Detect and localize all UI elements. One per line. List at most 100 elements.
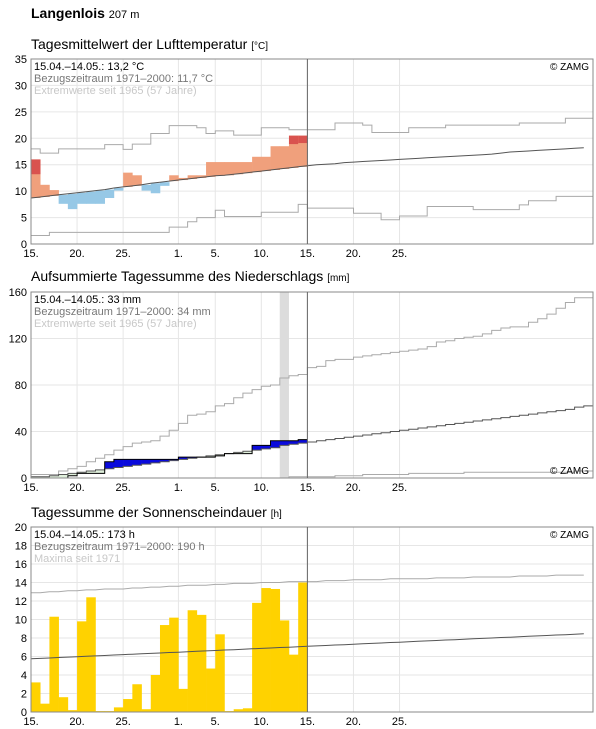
y-tick-label: 10 — [15, 186, 27, 198]
sunshine-unit: [h] — [270, 509, 282, 520]
temperature-anomaly-bar — [49, 190, 59, 196]
temperature-anomaly-bar — [288, 135, 299, 168]
temperature-anomaly-bar — [113, 187, 124, 191]
y-tick-label: 8 — [21, 633, 27, 645]
sunshine-bar — [86, 597, 96, 712]
precipitation-anomaly-bar — [159, 459, 170, 462]
temperature-anomaly-bar — [196, 175, 207, 178]
precipitation-min-line — [31, 470, 593, 479]
precipitation-anomaly-bar — [49, 475, 59, 478]
precipitation-anomaly-bar — [169, 459, 179, 461]
precipitation-anomaly-bar — [132, 459, 142, 466]
temperature-anomaly-bar — [298, 135, 308, 167]
x-tick-label: 15. — [300, 482, 315, 494]
temperature-stat-extremes: Extremwerte seit 1965 (57 Jahre) — [34, 85, 197, 97]
temperature-chart: 0 5 10 15 20 25 30 35 15. 20. 25. 1. 5. 10. 15. 20. 25. 1… — [15, 54, 594, 260]
x-tick-label: 1. — [174, 248, 183, 260]
plot-border — [30, 291, 594, 479]
sunshine-title: Tagessumme der Sonnenscheindauer — [31, 504, 267, 520]
precipitation-anomaly-bar — [67, 473, 78, 476]
y-tick-label: 80 — [15, 380, 27, 392]
precipitation-anomaly-bar — [187, 457, 198, 459]
sunshine-stat-period: 15.04.–14.05.: 173 h — [34, 529, 135, 541]
temperature-anomaly-bar — [104, 189, 115, 199]
sunshine-bar — [169, 617, 179, 712]
x-tick-label: 1. — [174, 482, 183, 494]
sunshine-bar — [233, 709, 244, 712]
x-tick-label: 25. — [392, 482, 407, 494]
y-tick-label: 20 — [15, 133, 27, 145]
temperature-anomaly-bar — [252, 156, 262, 173]
temperature-anomaly-bar — [206, 162, 216, 177]
sunshine-bar — [242, 708, 253, 712]
y-tick-label: 18 — [15, 541, 27, 553]
temperature-anomaly-bar — [187, 175, 198, 179]
x-tick-label: 20. — [69, 248, 84, 260]
temperature-anomaly-bar — [270, 146, 281, 170]
y-tick-label: 14 — [15, 578, 27, 590]
temperature-anomaly-bar — [279, 146, 290, 169]
sunshine-bar — [40, 703, 50, 712]
precipitation-anomaly-bar — [95, 469, 106, 474]
precipitation-anomaly-bar — [242, 451, 253, 454]
precipitation-anomaly-bar — [40, 476, 50, 478]
x-tick-label: 10. — [254, 248, 269, 260]
precipitation-anomaly-bar — [233, 452, 244, 454]
sunshine-bar — [178, 688, 188, 712]
y-tick-label: 4 — [21, 670, 27, 682]
precipitation-anomaly-bar — [178, 457, 188, 460]
precipitation-unit: [mm] — [327, 273, 350, 284]
precipitation-anomaly-bar — [288, 440, 299, 445]
x-tick-label: 10. — [254, 482, 269, 494]
precipitation-anomaly-bar — [261, 445, 271, 449]
sunshine-bar — [67, 710, 78, 712]
plot-border — [30, 58, 594, 245]
temperature-anomaly-bar — [215, 162, 225, 176]
precipitation-anomaly-bar — [270, 440, 281, 448]
temperature-anomaly-bar — [169, 175, 179, 182]
sunshine-bar — [215, 634, 225, 712]
y-tick-label: 10 — [15, 615, 27, 627]
precipitation-chart: 0 40 80 120 160 15. 20. 25. 1. 5. 10. 15. 20. 25. 15.0… — [9, 287, 594, 494]
sunshine-bar — [31, 682, 41, 712]
temperature-anomaly-bar — [31, 159, 41, 199]
x-tick-label: 15. — [23, 716, 38, 728]
temperature-anomaly-bar — [150, 183, 161, 194]
precipitation-anomaly-bar — [104, 461, 115, 469]
temperature-anomaly-bar — [159, 182, 170, 186]
precipitation-anomaly-bar — [252, 445, 262, 451]
x-tick-label: 15. — [23, 482, 38, 494]
x-tick-label: 20. — [346, 248, 361, 260]
sunshine-bar — [288, 654, 299, 712]
precipitation-anomaly-bar — [150, 459, 161, 463]
panel-title-sunshine: Tagessumme der Sonnenscheindauer [h] — [31, 504, 282, 520]
x-tick-label: 20. — [69, 716, 84, 728]
sunshine-bar — [279, 620, 290, 712]
x-tick-label: 1. — [174, 716, 183, 728]
precipitation-observed-line — [31, 439, 308, 479]
temperature-anomaly-bar — [261, 156, 271, 172]
x-tick-label: 10. — [254, 716, 269, 728]
temperature-anomaly-bar — [233, 162, 244, 175]
sunshine-bar — [132, 684, 142, 712]
precipitation-anomaly-bar — [86, 471, 96, 474]
sunshine-stat-reference: Bezugszeitraum 1971–2000: 190 h — [34, 541, 205, 553]
panel-title-temperature: Tagesmittelwert der Lufttemperatur [°C] — [31, 36, 268, 52]
y-tick-label: 35 — [15, 54, 27, 66]
temperature-max-line — [31, 117, 593, 154]
sunshine-bar — [49, 616, 59, 712]
y-tick-label: 0 — [21, 473, 27, 485]
temperature-credit: © ZAMG — [550, 62, 589, 73]
station-name: Langenlois — [31, 5, 105, 21]
y-tick-label: 25 — [15, 107, 27, 119]
precipitation-anomaly-bar — [279, 440, 290, 446]
precipitation-stat-extremes: Extremwerte seit 1965 (57 Jahre) — [34, 318, 197, 330]
temperature-anomaly-bar — [141, 184, 152, 191]
precipitation-anomaly-bar — [206, 455, 216, 458]
temperature-stat-period: 15.04.–14.05.: 13,2 °C — [34, 61, 144, 73]
sunshine-bar — [58, 697, 69, 712]
y-tick-label: 20 — [15, 522, 27, 534]
sunshine-bar — [187, 610, 198, 712]
x-tick-label: 25. — [392, 716, 407, 728]
